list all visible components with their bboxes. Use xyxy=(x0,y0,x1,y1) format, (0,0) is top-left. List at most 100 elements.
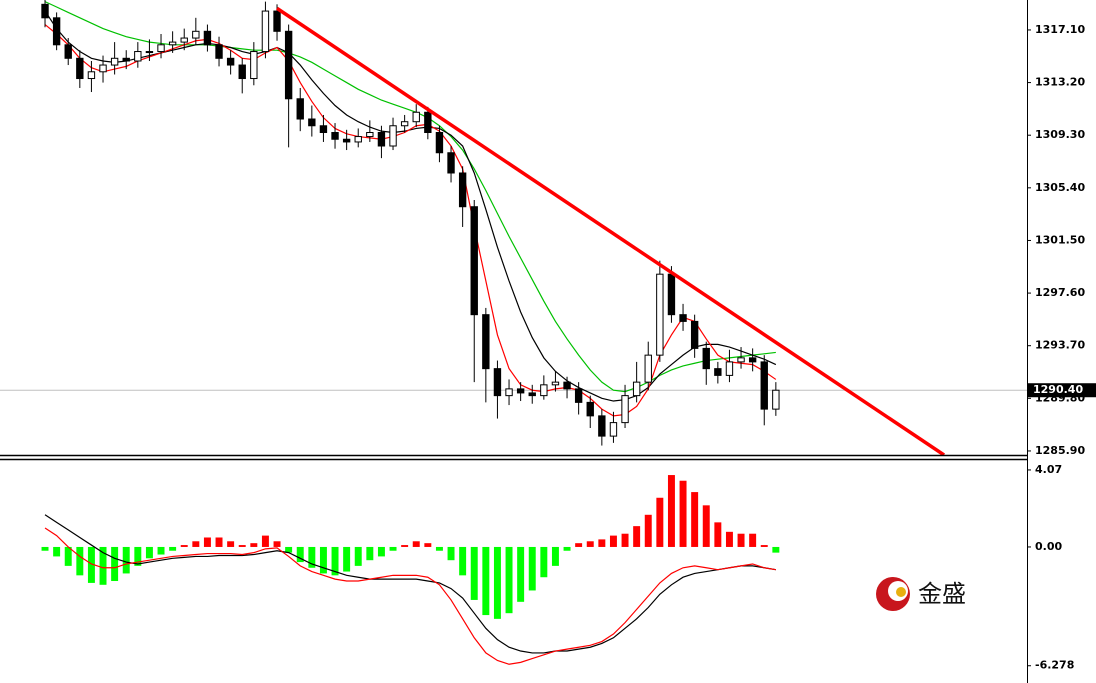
candle-body xyxy=(412,111,420,123)
histogram-bar xyxy=(203,537,211,547)
y-tick-label: 1293.70 xyxy=(1035,339,1085,352)
candle-body xyxy=(598,415,606,437)
candle-body xyxy=(447,152,455,174)
histogram-bar xyxy=(470,546,478,600)
candle-body xyxy=(644,354,652,383)
candle-body xyxy=(563,381,571,390)
y-tick-label: 1309.30 xyxy=(1035,128,1085,141)
candle-body xyxy=(203,30,212,46)
histogram-bar xyxy=(261,535,269,547)
histogram-bar xyxy=(702,505,710,547)
candle-body xyxy=(41,3,49,19)
histogram-bar xyxy=(691,492,699,547)
indicator-line xyxy=(44,514,776,654)
candle-body xyxy=(377,132,386,147)
histogram-bar xyxy=(354,546,362,566)
histogram-bar xyxy=(749,533,757,547)
y-tick-label: 1305.40 xyxy=(1035,181,1085,194)
histogram-bar xyxy=(238,545,246,547)
candle-body xyxy=(180,37,188,43)
histogram-bar xyxy=(76,546,84,576)
candle-body xyxy=(424,111,432,134)
candle-body xyxy=(157,44,165,53)
histogram-bar xyxy=(192,541,200,547)
histogram-bar xyxy=(435,546,443,551)
y-tick-label: 1285.90 xyxy=(1035,444,1085,457)
histogram-bar xyxy=(412,541,420,547)
histogram-bar xyxy=(273,541,281,547)
candle-body xyxy=(632,381,641,397)
logo-text: 金盛 xyxy=(918,580,966,608)
candle-body xyxy=(238,64,246,80)
histogram-bar xyxy=(772,546,780,553)
candle-body xyxy=(516,388,525,394)
histogram-bar xyxy=(656,497,664,547)
logo-icon-dot xyxy=(896,587,906,597)
histogram-bar xyxy=(169,546,177,551)
candle-body xyxy=(458,172,467,208)
candle-body xyxy=(331,132,339,140)
histogram-bar xyxy=(424,543,432,547)
histogram-bar xyxy=(447,546,455,561)
histogram-bar xyxy=(575,543,583,547)
histogram-bar xyxy=(644,514,652,547)
histogram-bar xyxy=(296,546,304,563)
candle-body xyxy=(261,10,270,53)
histogram-bar xyxy=(215,537,223,547)
histogram-bar xyxy=(528,546,536,591)
indicator-line xyxy=(44,24,777,417)
candle-body xyxy=(505,388,513,397)
candle-body xyxy=(192,30,200,39)
candle-body xyxy=(540,384,548,397)
histogram-bar xyxy=(459,546,467,576)
histogram-bar xyxy=(285,546,293,553)
candle-body xyxy=(667,273,676,316)
candle-body xyxy=(273,10,281,32)
indicator-line xyxy=(44,1,776,393)
candle-body xyxy=(528,392,536,397)
candle-body xyxy=(134,51,142,62)
candle-body xyxy=(714,368,722,376)
histogram-bar xyxy=(227,541,235,547)
candle-body xyxy=(400,121,409,127)
histogram-bar xyxy=(87,546,95,583)
candle-body xyxy=(435,132,444,154)
candle-body xyxy=(284,30,293,100)
histogram-bar xyxy=(505,546,513,614)
logo: 金盛 xyxy=(876,577,966,611)
histogram-bar xyxy=(319,546,327,574)
histogram-bar xyxy=(621,533,629,547)
candle-body xyxy=(354,136,362,143)
candle-body xyxy=(690,320,699,349)
candle-body xyxy=(551,381,560,386)
candle-body xyxy=(389,125,397,147)
histogram-bar xyxy=(737,533,745,547)
candle-body xyxy=(772,389,780,410)
histogram-bar xyxy=(389,546,397,551)
axis-labels: 1317.10 1313.20 1309.30 1305.40 1301.50 1297.… xyxy=(1027,23,1096,672)
candle-body xyxy=(215,44,223,59)
histogram-bar xyxy=(331,546,339,576)
last-price-label: 1290.40 xyxy=(1033,383,1083,396)
histogram-bar xyxy=(122,546,130,574)
y-tick-label: 1317.10 xyxy=(1035,23,1085,36)
candle-body xyxy=(586,401,594,417)
histogram-bar xyxy=(540,546,548,578)
histogram-bar xyxy=(41,546,49,551)
candle-body xyxy=(609,422,618,437)
candle-body xyxy=(342,138,351,143)
y-tick-label: 0.00 xyxy=(1035,540,1062,553)
histogram-bar xyxy=(598,539,606,547)
histogram-bar xyxy=(401,545,409,547)
candle-body xyxy=(110,57,119,66)
candle-body xyxy=(226,57,235,66)
histogram-bar xyxy=(99,546,107,585)
candle-body xyxy=(748,357,757,363)
histogram-bar xyxy=(157,546,165,555)
y-tick-label: 1301.50 xyxy=(1035,233,1085,246)
histogram-bar xyxy=(180,545,188,547)
candle-body xyxy=(470,206,478,316)
candle-body xyxy=(621,395,629,424)
